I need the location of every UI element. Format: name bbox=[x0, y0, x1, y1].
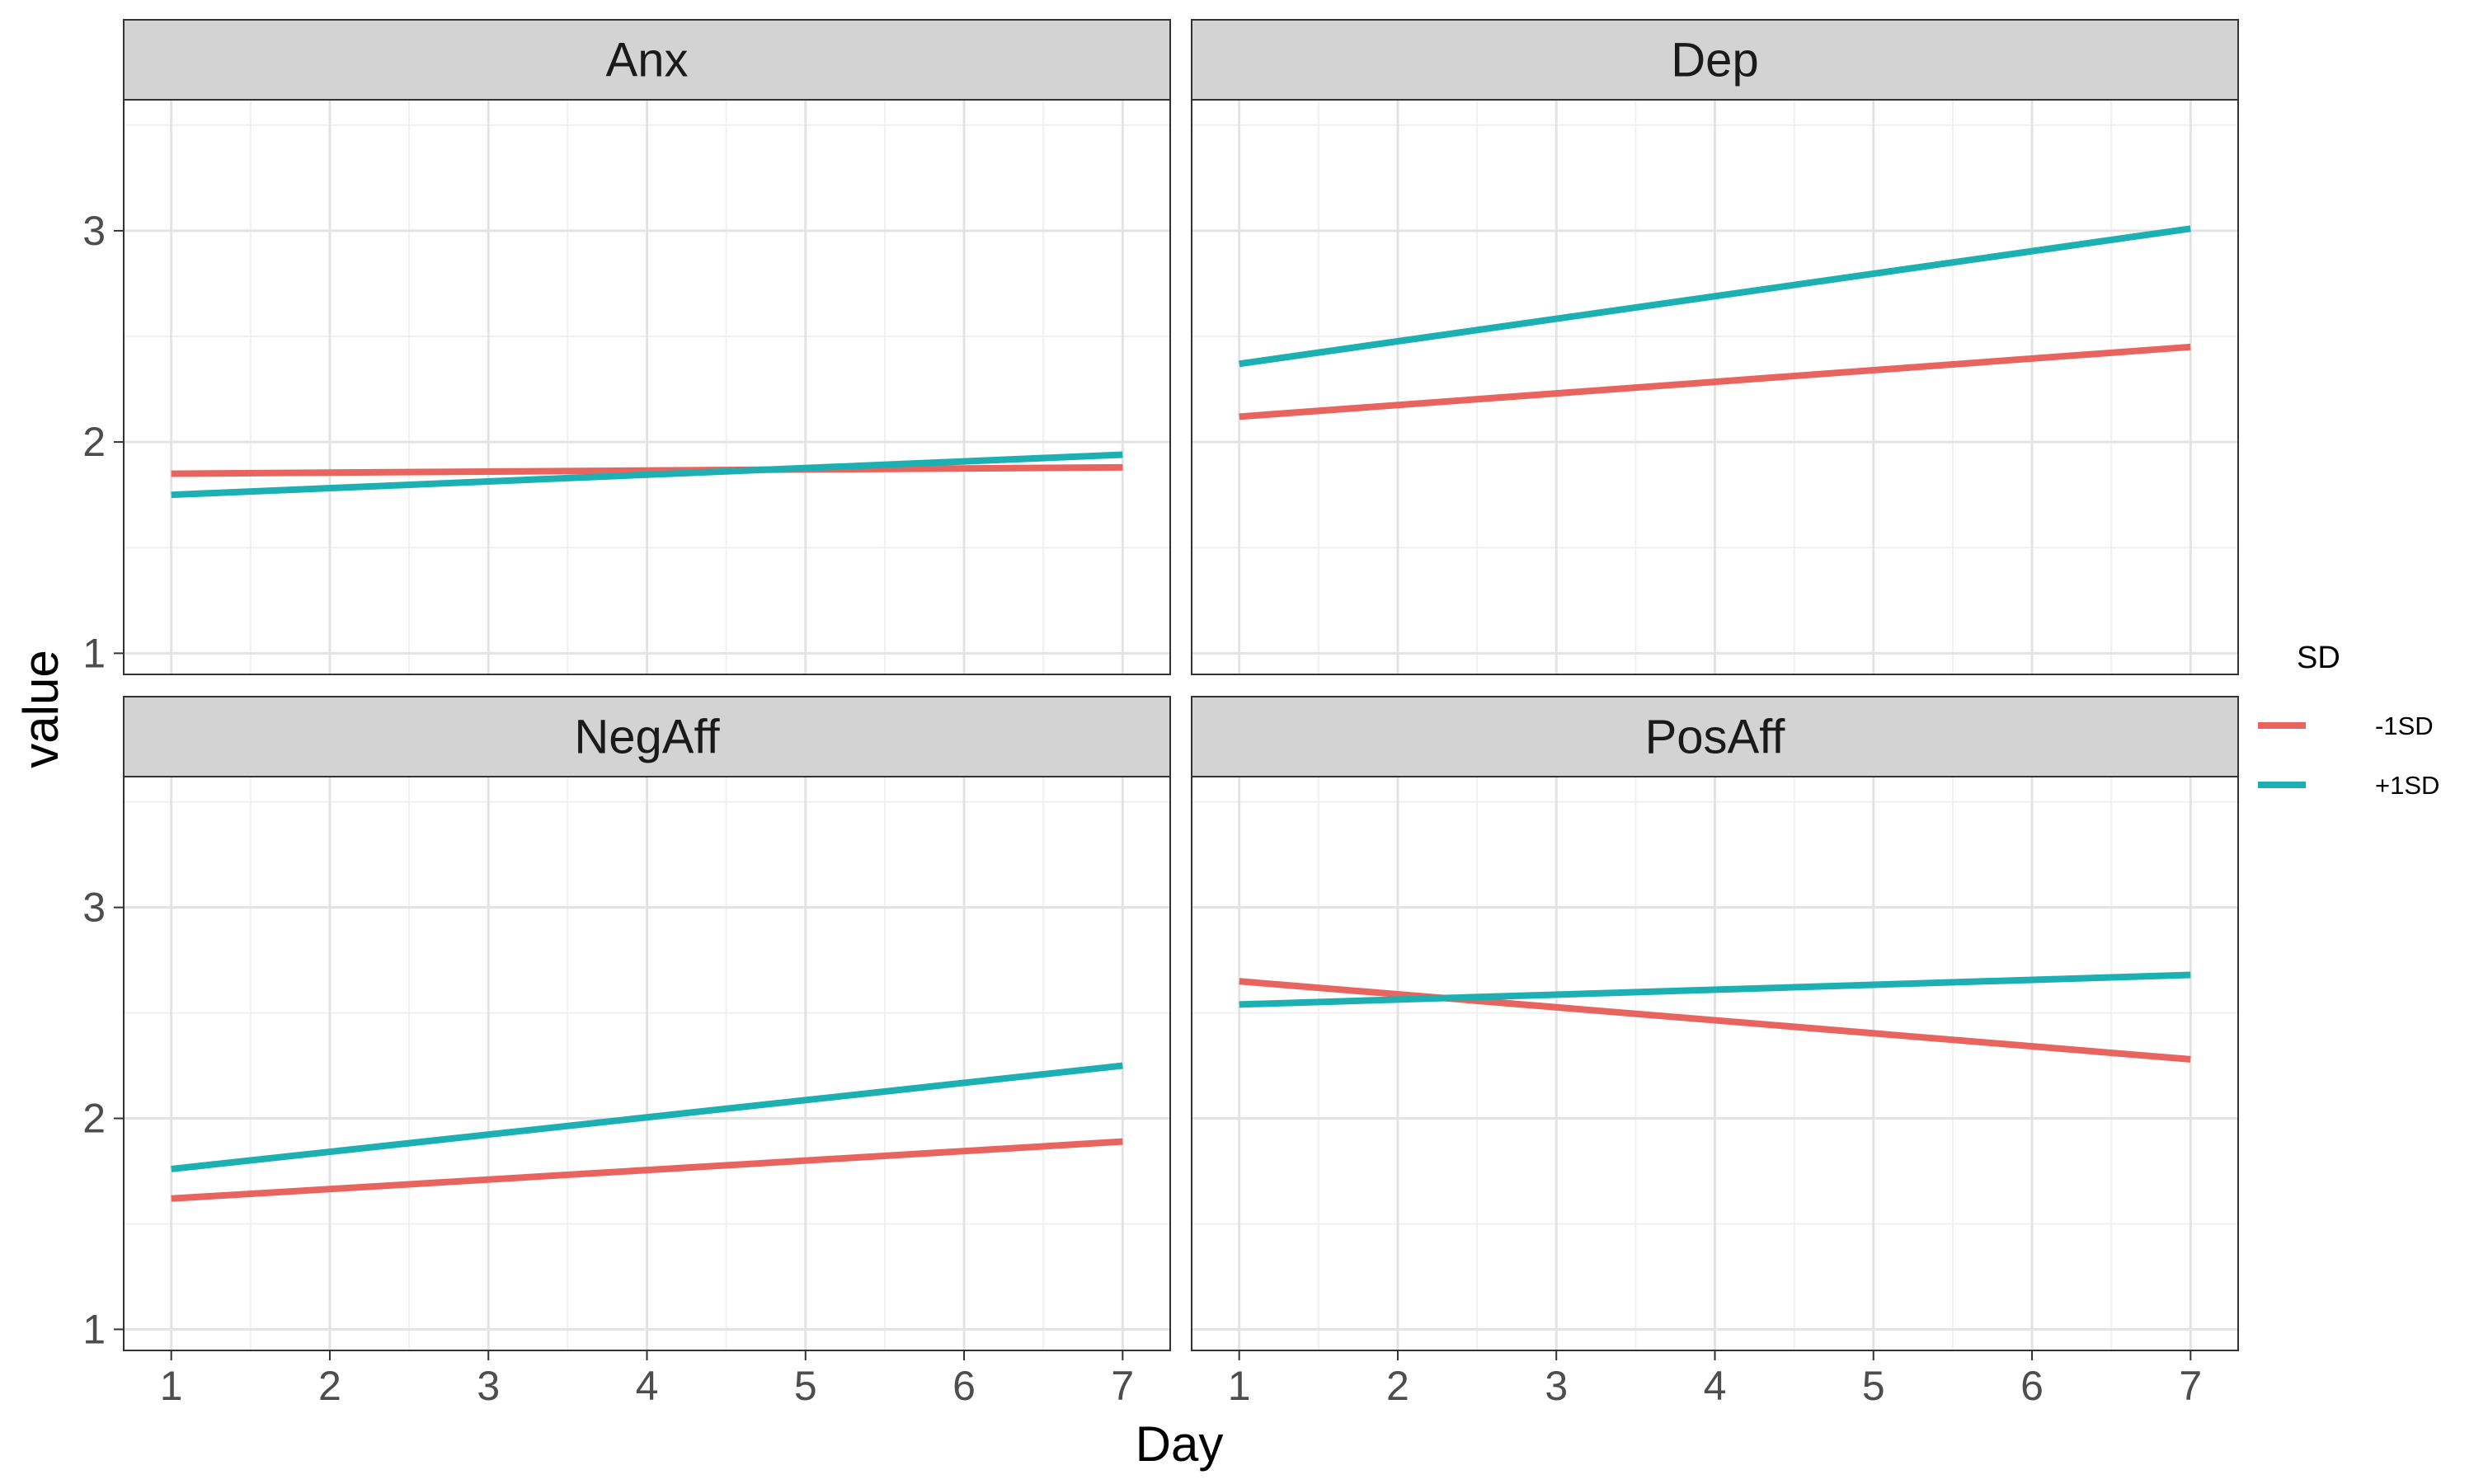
series-line-plus-1sd bbox=[1239, 971, 2191, 1008]
y-axis-title: value bbox=[13, 650, 68, 768]
y-tick-label: 2 bbox=[82, 419, 106, 465]
legend-label: -1SD bbox=[2375, 711, 2434, 740]
facet-strip bbox=[1191, 19, 2239, 101]
x-tick-label: 5 bbox=[794, 1363, 817, 1409]
series-line-minus-1sd bbox=[1239, 343, 2191, 420]
facet-strip-label: Anx bbox=[606, 34, 689, 87]
legend-label: +1SD bbox=[2375, 771, 2439, 800]
facet-dep: Dep bbox=[1191, 19, 2239, 675]
y-tick-label: 2 bbox=[82, 1096, 106, 1142]
facet-strip-label: Dep bbox=[1671, 34, 1758, 87]
facet-posaff: PosAff bbox=[1191, 696, 2239, 1351]
facet-strip-label: NegAff bbox=[574, 711, 720, 764]
x-tick-label: 1 bbox=[160, 1363, 183, 1409]
y-tick-label: 1 bbox=[82, 630, 106, 676]
panel-border bbox=[123, 99, 1171, 675]
x-tick-label: 7 bbox=[2179, 1363, 2202, 1409]
x-tick-label: 3 bbox=[477, 1363, 500, 1409]
x-tick-label: 6 bbox=[2020, 1363, 2044, 1409]
x-tick-label: 4 bbox=[636, 1363, 659, 1409]
legend: SD -1SD +1SD bbox=[2258, 641, 2439, 800]
series-line-minus-1sd bbox=[171, 463, 1123, 477]
y-tick-label: 3 bbox=[82, 885, 106, 931]
x-tick-label: 2 bbox=[318, 1363, 341, 1409]
x-tick-label: 1 bbox=[1228, 1363, 1251, 1409]
x-tick-label: 2 bbox=[1386, 1363, 1409, 1409]
facet-strip bbox=[1191, 696, 2239, 777]
x-tick-label: 4 bbox=[1704, 1363, 1727, 1409]
series-line-plus-1sd bbox=[171, 451, 1123, 499]
facet-anx: Anx bbox=[123, 19, 1171, 675]
facet-negaff: NegAff bbox=[123, 696, 1171, 1351]
axes: 1 2 3 1 2 3 1 2 3 4 5 6 7 1 2 3 4 5 6 7 bbox=[82, 208, 2202, 1409]
x-tick-label: 3 bbox=[1545, 1363, 1568, 1409]
series-line-minus-1sd bbox=[171, 1138, 1123, 1202]
x-tick-label: 6 bbox=[952, 1363, 976, 1409]
facet-strip bbox=[123, 19, 1171, 101]
y-tick-label: 1 bbox=[82, 1306, 106, 1352]
x-tick-label: 7 bbox=[1111, 1363, 1134, 1409]
legend-entries: -1SD +1SD bbox=[2258, 711, 2439, 800]
series-line-minus-1sd bbox=[1239, 978, 2191, 1063]
legend-title: SD bbox=[2297, 641, 2340, 675]
panel-border bbox=[1191, 99, 2239, 675]
x-axis-title: Day bbox=[1136, 1416, 1224, 1472]
facet-panels: Anx Dep NegAff PosAff bbox=[123, 19, 2239, 1351]
series-line-plus-1sd bbox=[1239, 225, 2191, 368]
series-line-plus-1sd bbox=[171, 1062, 1123, 1172]
y-tick-label: 3 bbox=[82, 208, 106, 254]
facet-strip bbox=[123, 696, 1171, 777]
x-tick-label: 5 bbox=[1862, 1363, 1885, 1409]
facet-strip-label: PosAff bbox=[1645, 711, 1786, 764]
